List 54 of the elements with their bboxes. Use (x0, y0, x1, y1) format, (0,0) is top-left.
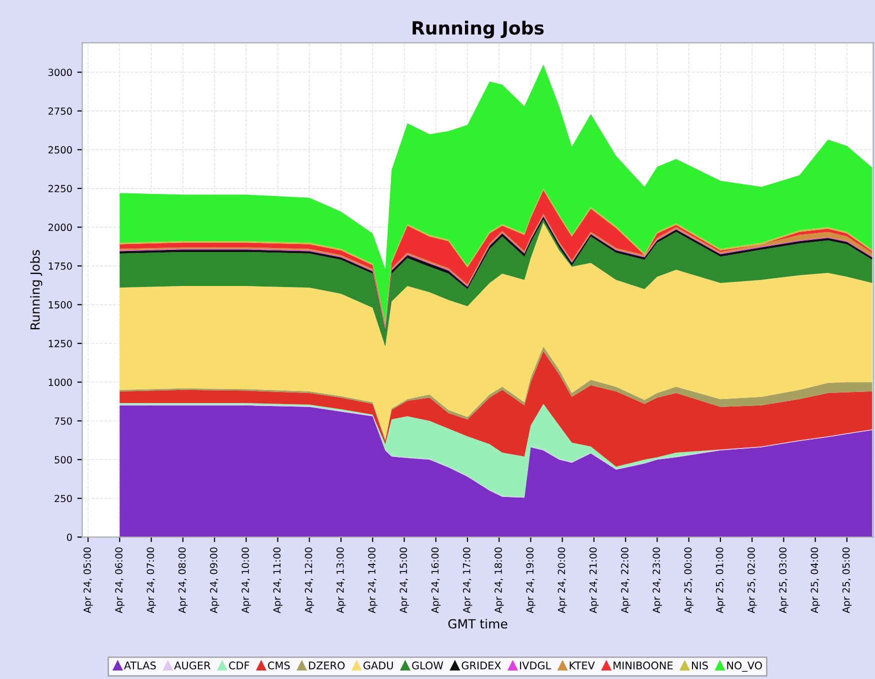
x-tick-label: Apr 24, 19:00 (526, 547, 536, 614)
legend-label: KTEV (570, 662, 595, 670)
x-tick-label: Apr 24, 06:00 (115, 547, 124, 614)
x-axis-title: GMT time (448, 618, 508, 629)
y-tick-label: 0 (66, 534, 72, 541)
y-axis-title: Running Jobs (30, 250, 42, 330)
y-tick-label: 2250 (48, 184, 72, 192)
x-tick-label: Apr 25, 02:00 (748, 547, 757, 614)
y-tick-label: 500 (54, 456, 72, 464)
y-tick-label: 3000 (48, 68, 72, 76)
legend-label: DZERO (309, 662, 345, 670)
y-tick-label: 2500 (48, 146, 72, 154)
x-tick-label: Apr 24, 15:00 (400, 547, 409, 614)
y-tick-label: 2000 (48, 224, 72, 232)
legend-label: GRIDEX (462, 662, 501, 670)
y-tick-label: 1000 (48, 378, 72, 386)
legend-label: GLOW (412, 662, 444, 670)
x-tick-label: Apr 24, 13:00 (336, 547, 346, 614)
legend-label: AUGER (174, 662, 210, 670)
x-tick-label: Apr 25, 05:00 (842, 547, 852, 614)
x-tick-label: Apr 24, 07:00 (146, 547, 156, 614)
legend-label: CMS (268, 662, 290, 670)
x-tick-label: Apr 25, 04:00 (810, 547, 820, 614)
x-tick-label: Apr 24, 20:00 (558, 547, 568, 614)
x-tick-label: Apr 24, 08:00 (178, 547, 188, 614)
legend-label: ATLAS (124, 662, 156, 670)
x-tick-label: Apr 24, 21:00 (589, 547, 599, 614)
x-tick-label: Apr 24, 23:00 (652, 547, 662, 614)
y-tick-label: 250 (54, 494, 72, 502)
y-tick-label: 1250 (48, 340, 72, 348)
x-tick-label: Apr 24, 10:00 (242, 547, 251, 614)
y-tick-label: 1750 (48, 262, 72, 270)
x-tick-label: Apr 24, 12:00 (304, 547, 314, 614)
legend-label: MINIBOONE (614, 662, 673, 670)
y-tick-label: 750 (54, 417, 72, 425)
x-tick-label: Apr 24, 16:00 (431, 547, 441, 614)
x-tick-label: Apr 25, 01:00 (716, 547, 726, 614)
x-tick-label: Apr 24, 14:00 (368, 547, 378, 614)
legend-label: NIS (692, 662, 708, 670)
legend-label: IVDGL (520, 662, 552, 670)
x-tick-label: Apr 24, 09:00 (210, 547, 220, 614)
x-tick-label: Apr 25, 00:00 (684, 547, 694, 614)
legend-label: CDF (229, 662, 250, 670)
x-tick-label: Apr 24, 18:00 (494, 547, 504, 614)
x-tick-label: Apr 25, 03:00 (779, 547, 788, 614)
legend-label: NO_VO (727, 662, 762, 672)
legend-label: GADU (364, 662, 393, 670)
chart-title: Running Jobs (412, 20, 544, 38)
y-tick-label: 2750 (48, 107, 72, 115)
x-tick-label: Apr 24, 17:00 (462, 547, 472, 614)
x-tick-label: Apr 24, 22:00 (621, 547, 630, 614)
x-tick-label: Apr 24, 11:00 (273, 547, 282, 614)
x-tick-label: Apr 24, 05:00 (84, 547, 93, 614)
y-tick-label: 1500 (48, 301, 72, 308)
